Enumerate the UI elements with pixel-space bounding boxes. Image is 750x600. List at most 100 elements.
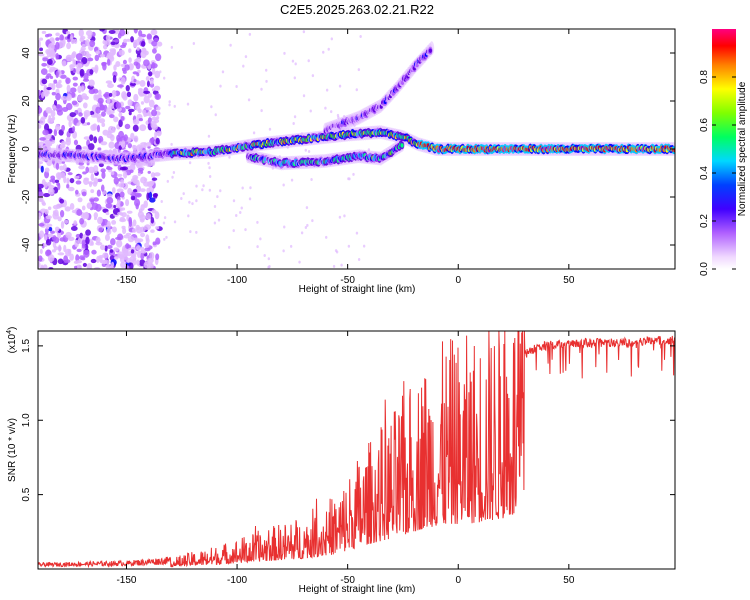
heatmap-cell xyxy=(139,124,147,132)
heatmap-cell xyxy=(78,29,84,37)
heatmap-cell xyxy=(148,71,153,77)
heatmap-cell xyxy=(90,189,95,194)
heatmap-cell xyxy=(188,161,192,165)
heatmap-cell xyxy=(154,131,158,138)
heatmap-cell xyxy=(85,229,91,236)
heatmap-cell xyxy=(83,136,91,140)
heatmap-cell xyxy=(263,254,266,258)
heatmap-cell xyxy=(67,236,75,242)
heatmap-cell xyxy=(50,175,56,180)
heatmap-cell xyxy=(400,143,404,148)
x-tick-label: -150 xyxy=(116,275,136,286)
heatmap-cell xyxy=(84,50,90,57)
x-tick-label: 0 xyxy=(455,575,461,586)
heatmap-cell xyxy=(256,220,259,224)
heatmap-cell xyxy=(325,88,329,92)
heatmap-cell xyxy=(240,206,243,210)
snr-panel: -150 -100 -50 0 50 0.5 1.0 1.5 Height of strai… xyxy=(6,327,676,595)
heatmap-cell xyxy=(113,39,120,43)
heatmap-cell xyxy=(73,139,79,146)
heatmap-cell xyxy=(305,206,309,210)
heatmap-cell xyxy=(51,91,56,96)
heatmap-cell xyxy=(98,135,104,144)
heatmap-cell xyxy=(113,176,119,185)
heatmap-cell xyxy=(153,37,159,42)
heatmap-cell xyxy=(153,193,158,199)
heatmap-cell xyxy=(73,265,78,269)
colorbar-ticks: 0.0 0.2 0.4 0.6 0.8 xyxy=(699,70,736,276)
heatmap-cell xyxy=(334,249,338,253)
heatmap-cell xyxy=(65,77,71,84)
heatmap-cell xyxy=(87,181,94,185)
heatmap-cell xyxy=(130,195,136,201)
heatmap-cell xyxy=(282,249,285,253)
heatmap-cell xyxy=(311,219,314,223)
heatmap-cell xyxy=(357,68,361,72)
heatmap-cell xyxy=(102,252,109,259)
heatmap-cell xyxy=(46,249,51,256)
heatmap-cell xyxy=(45,226,50,230)
heatmap-cell xyxy=(343,214,346,218)
heatmap-cell xyxy=(128,216,133,225)
heatmap-cell xyxy=(119,216,126,222)
heatmap-cell xyxy=(111,219,117,225)
snr-frame xyxy=(37,330,676,570)
heatmap-cell xyxy=(124,64,130,71)
heatmap-cell xyxy=(105,203,113,209)
heatmap-cell xyxy=(118,145,122,151)
heatmap-cell xyxy=(50,230,55,234)
heatmap-cell xyxy=(96,124,101,133)
heatmap-cell xyxy=(110,261,115,267)
heatmap-cell xyxy=(72,131,78,139)
heatmap-cell xyxy=(76,248,82,253)
heatmap-cell xyxy=(45,239,52,246)
heatmap-cell xyxy=(47,254,55,263)
heatmap-cell xyxy=(80,116,86,124)
heatmap-cell xyxy=(99,104,105,111)
heatmap-cell xyxy=(247,98,251,102)
heatmap-cell xyxy=(83,211,89,219)
heatmap-cell xyxy=(39,137,47,141)
heatmap-cell xyxy=(195,199,198,203)
heatmap-cell xyxy=(45,107,53,114)
heatmap-cell xyxy=(133,93,139,102)
heatmap-cell xyxy=(79,37,84,43)
heatmap-cell xyxy=(128,111,132,116)
heatmap-cell xyxy=(42,57,48,62)
heatmap-cell xyxy=(59,165,64,171)
heatmap-cell xyxy=(99,118,106,124)
heatmap-cell xyxy=(73,220,78,226)
heatmap-cell xyxy=(77,197,83,203)
heatmap-cell xyxy=(300,231,304,235)
heatmap-cell xyxy=(81,191,87,197)
heatmap-cell xyxy=(78,255,85,260)
heatmap-cell xyxy=(106,97,111,104)
heatmap-cell xyxy=(118,130,125,139)
heatmap-cell xyxy=(95,236,101,244)
heatmap-cell xyxy=(140,101,145,105)
heatmap-cell xyxy=(54,124,61,131)
heatmap-cell xyxy=(162,76,166,80)
heatmap-cell xyxy=(48,42,55,51)
heatmap-cell xyxy=(201,188,204,192)
heatmap-cell xyxy=(122,69,127,74)
heatmap-cell xyxy=(207,134,211,138)
heatmap-cell xyxy=(59,202,64,208)
heatmap-cell xyxy=(260,87,263,91)
y-tick-label: -40 xyxy=(21,237,32,252)
heatmap-cell xyxy=(143,261,150,269)
heatmap-cell xyxy=(239,211,242,215)
heatmap-cell xyxy=(105,80,113,84)
heatmap-cell xyxy=(144,224,151,231)
heatmap-cell xyxy=(47,58,53,65)
heatmap-cell xyxy=(298,260,301,264)
heatmap-cell xyxy=(47,188,55,195)
heatmap-cell xyxy=(207,161,210,165)
heatmap-cell xyxy=(232,229,235,233)
heatmap-cell xyxy=(81,44,86,48)
heatmap-cell xyxy=(44,167,50,173)
heatmap-cell xyxy=(151,109,158,117)
heatmap-cell xyxy=(72,126,76,133)
heatmap-cell xyxy=(43,181,48,188)
heatmap-cell xyxy=(99,29,105,32)
